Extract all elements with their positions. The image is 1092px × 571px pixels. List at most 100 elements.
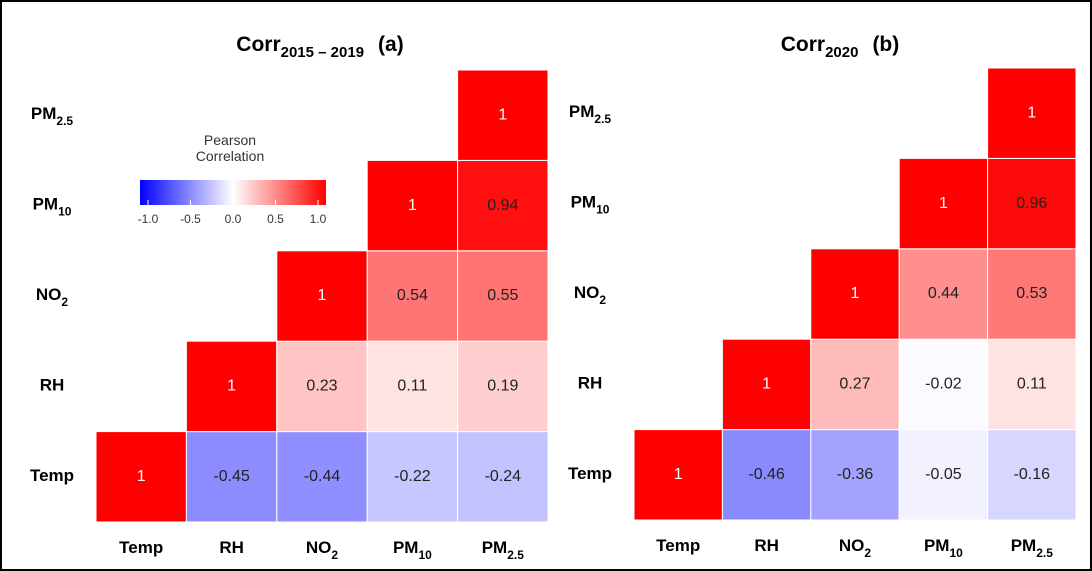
cell-label: 1 <box>939 195 948 212</box>
x-tick-label-sub: 10 <box>949 546 963 560</box>
x-tick-label-main: PM <box>393 538 419 557</box>
cell <box>366 250 459 342</box>
y-tick-label-main: RH <box>578 374 603 393</box>
cell-label: 1 <box>762 376 771 393</box>
cell-label: -0.16 <box>1014 466 1051 483</box>
x-tick-label: Temp <box>119 538 163 557</box>
y-tick-label-main: PM <box>571 193 597 212</box>
y-tick-label: PM10 <box>571 193 610 217</box>
x-tick-label-main: RH <box>754 536 779 555</box>
x-tick-label-main: NO <box>839 536 865 555</box>
cell-label: 0.11 <box>1017 376 1047 393</box>
y-tick-label-sub: 10 <box>596 203 610 217</box>
cell <box>633 429 723 521</box>
x-tick-label-main: PM <box>1011 536 1037 555</box>
y-tick-label-main: NO <box>574 283 600 302</box>
cell-label: -0.02 <box>925 376 962 393</box>
y-tick-label-main: NO <box>36 285 62 304</box>
y-tick-label: PM2.5 <box>569 103 612 127</box>
cell-label: 1 <box>227 378 236 395</box>
cell <box>810 248 900 340</box>
colorbar-tick-label: 0.0 <box>225 212 242 226</box>
y-tick-label-sub: 2 <box>61 295 68 309</box>
y-tick-label: Temp <box>568 464 612 483</box>
x-tick-label: PM10 <box>393 538 432 562</box>
cell <box>898 338 989 431</box>
cell <box>457 340 549 433</box>
y-tick-label: Temp <box>30 466 74 485</box>
x-tick-label: Temp <box>656 536 700 555</box>
legend-title: Pearson Correlation <box>195 132 265 164</box>
colorbar-tick-label: 1.0 <box>310 212 327 226</box>
cell-label: 1 <box>498 106 507 123</box>
cell <box>185 340 278 433</box>
y-tick-label-main: PM <box>33 195 59 214</box>
title-sub: 2015 – 2019 <box>281 44 364 61</box>
y-tick-label: PM2.5 <box>31 105 74 129</box>
colorbar-tick-label: -0.5 <box>180 212 201 226</box>
x-tick-label: RH <box>754 536 779 555</box>
cell <box>457 250 549 342</box>
x-tick-label: RH <box>219 538 244 557</box>
cell-label: 1 <box>1027 104 1036 121</box>
cell-label: 1 <box>674 466 683 483</box>
x-tick-label-sub: 10 <box>418 548 432 562</box>
y-tick-label: RH <box>578 374 603 393</box>
colorbar-tick-label: 0.5 <box>267 212 284 226</box>
cell-label: 1 <box>137 468 146 485</box>
title-tag: (a) <box>378 33 404 56</box>
chart-title: Corr2020 (b) <box>781 33 900 62</box>
cell <box>457 69 549 161</box>
x-tick-label-main: PM <box>482 538 508 557</box>
cell <box>898 429 989 521</box>
cell <box>457 159 549 252</box>
cell <box>987 67 1077 159</box>
x-tick-label-main: PM <box>924 536 950 555</box>
cell <box>898 157 989 250</box>
x-tick-label: PM10 <box>924 536 963 560</box>
title-main: Corr <box>236 33 280 56</box>
y-tick-label-sub: 10 <box>58 205 72 219</box>
x-tick-label-sub: 2 <box>864 546 871 560</box>
y-tick-label-sub: 2 <box>599 293 606 307</box>
cell-label: 0.96 <box>1016 195 1047 212</box>
cell <box>366 159 459 252</box>
title-sub: 2020 <box>825 44 858 61</box>
cell <box>987 429 1077 521</box>
cell <box>457 431 549 523</box>
y-tick-label-main: Temp <box>568 464 612 483</box>
cell-label: -0.45 <box>213 468 250 485</box>
cell-label: -0.24 <box>485 468 522 485</box>
x-tick-label-main: Temp <box>119 538 163 557</box>
colorbar-tick-label: -1.0 <box>138 212 159 226</box>
y-tick-label-main: Temp <box>30 466 74 485</box>
cell <box>185 431 278 523</box>
cell-label: -0.22 <box>394 468 431 485</box>
cell-label: 0.55 <box>487 287 518 304</box>
x-tick-label: NO2 <box>839 536 872 560</box>
cell <box>366 340 459 433</box>
cell-label: 1 <box>408 197 417 214</box>
x-tick-label: PM2.5 <box>482 538 525 562</box>
y-tick-label-main: PM <box>31 105 57 124</box>
cell-label: 1 <box>851 285 860 302</box>
cell <box>987 157 1077 250</box>
cell-label: 0.23 <box>306 378 337 395</box>
cell-label: -0.46 <box>748 466 785 483</box>
cell <box>898 248 989 340</box>
cell-label: 0.44 <box>928 285 959 302</box>
cell-label: 0.94 <box>487 197 518 214</box>
cell <box>987 248 1077 340</box>
cell <box>276 250 368 342</box>
x-tick-label-sub: 2.5 <box>507 548 524 562</box>
cell <box>721 429 812 521</box>
y-tick-label-main: PM <box>569 103 595 122</box>
x-tick-label: PM2.5 <box>1011 536 1054 560</box>
cell-label: 0.27 <box>839 376 870 393</box>
x-tick-label-main: RH <box>219 538 244 557</box>
cell-label: -0.44 <box>304 468 341 485</box>
cell-label: 0.19 <box>487 378 518 395</box>
x-tick-label-sub: 2 <box>331 548 338 562</box>
